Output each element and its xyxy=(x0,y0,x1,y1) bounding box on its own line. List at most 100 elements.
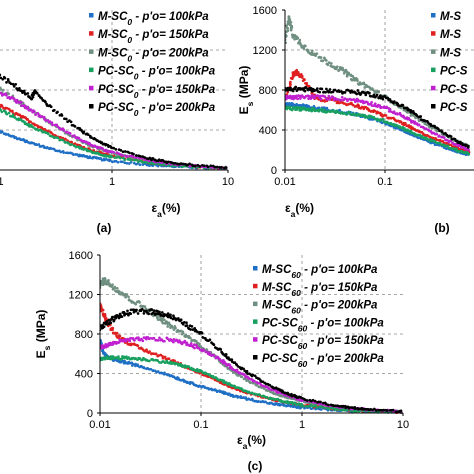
legend: M-S M-S M-S PC-S PC-S PC-S xyxy=(431,11,468,114)
data-point xyxy=(0,91,3,95)
data-point xyxy=(206,165,210,169)
data-point xyxy=(209,164,213,168)
data-point xyxy=(188,162,191,166)
data-point xyxy=(333,88,337,92)
data-point xyxy=(203,386,207,389)
data-point xyxy=(128,154,132,158)
data-point xyxy=(75,145,78,149)
data-point xyxy=(319,97,323,101)
data-point xyxy=(449,139,453,143)
data-point xyxy=(143,160,147,164)
data-point xyxy=(179,162,183,165)
data-point xyxy=(373,407,376,411)
data-point xyxy=(356,407,360,411)
panel-label: (a) xyxy=(97,221,112,235)
data-point xyxy=(319,408,323,411)
data-point xyxy=(120,315,124,319)
data-point xyxy=(167,160,170,164)
data-point xyxy=(126,309,129,313)
data-point xyxy=(156,164,160,168)
data-point xyxy=(196,330,199,334)
data-point xyxy=(139,156,142,160)
legend-entry: M-SC0 - p'o= 150kPa xyxy=(98,29,209,45)
data-point xyxy=(296,97,300,101)
data-point xyxy=(156,318,160,321)
data-point xyxy=(158,310,161,314)
x-tick-label: 1 xyxy=(109,176,115,188)
data-point xyxy=(218,357,222,361)
data-point xyxy=(46,118,50,122)
y-tick-label: 800 xyxy=(75,329,93,341)
data-point xyxy=(288,18,292,22)
y-tick-label: 1200 xyxy=(253,45,277,57)
data-point xyxy=(70,140,74,144)
data-point xyxy=(31,126,35,129)
data-point xyxy=(310,51,314,55)
data-point xyxy=(311,398,315,402)
data-point xyxy=(363,86,367,89)
data-point xyxy=(121,150,125,154)
data-point xyxy=(318,90,322,94)
data-point xyxy=(235,368,239,372)
data-point xyxy=(310,49,314,53)
data-point xyxy=(247,377,251,380)
data-point xyxy=(340,95,344,99)
data-point xyxy=(119,292,122,296)
data-point xyxy=(50,121,54,124)
data-point xyxy=(306,404,310,408)
data-point xyxy=(258,393,262,397)
data-point xyxy=(140,307,144,311)
data-point xyxy=(392,100,396,103)
data-point xyxy=(262,387,266,390)
legend-swatch xyxy=(431,31,436,36)
data-point xyxy=(294,85,298,89)
data-point xyxy=(399,409,403,413)
data-point xyxy=(321,401,325,405)
data-point xyxy=(137,160,140,164)
data-point xyxy=(127,313,130,317)
data-point xyxy=(320,107,324,111)
data-point xyxy=(261,384,265,388)
data-point xyxy=(379,96,383,100)
data-point xyxy=(293,37,296,41)
legend-swatch xyxy=(431,13,436,18)
data-point xyxy=(70,143,74,146)
data-marks xyxy=(100,277,403,415)
data-point xyxy=(319,56,323,59)
data-point xyxy=(372,116,376,119)
data-point xyxy=(296,36,300,40)
data-point xyxy=(224,166,228,169)
data-point xyxy=(135,158,138,162)
data-point xyxy=(321,59,325,63)
data-point xyxy=(143,305,147,308)
legend-entry: M-SC60 - p'o= 200kPa xyxy=(262,300,378,316)
data-point xyxy=(67,151,70,155)
data-point xyxy=(317,106,321,110)
data-point xyxy=(446,144,450,148)
data-point xyxy=(205,350,208,354)
data-point xyxy=(327,403,330,407)
data-point xyxy=(325,106,329,110)
data-point xyxy=(142,309,146,313)
x-axis-label: εa(%) xyxy=(237,433,266,451)
data-point xyxy=(447,146,451,150)
data-point xyxy=(368,91,371,95)
data-point xyxy=(265,395,269,399)
data-point xyxy=(348,112,352,116)
data-point xyxy=(77,136,81,140)
y-tick-label: 1600 xyxy=(253,5,277,17)
data-point xyxy=(247,390,251,394)
data-point xyxy=(1,77,5,81)
data-point xyxy=(103,313,107,316)
data-point xyxy=(141,339,145,343)
chart-panel-c: 0.01 0.1 1 10 0 400 800 1200 1600 εa(%) Es (MPa) M-… xyxy=(34,250,409,473)
data-point xyxy=(11,82,15,86)
data-point xyxy=(62,151,66,154)
legend-entry: PC-S xyxy=(440,84,468,96)
data-point xyxy=(315,52,319,55)
data-point xyxy=(343,97,347,100)
legend: M-SC0 - p'o= 100kPa M-SC0 - p'o= 150kPa M-… xyxy=(89,11,216,118)
data-point xyxy=(298,38,302,42)
data-point xyxy=(289,80,292,84)
data-point xyxy=(435,132,439,136)
